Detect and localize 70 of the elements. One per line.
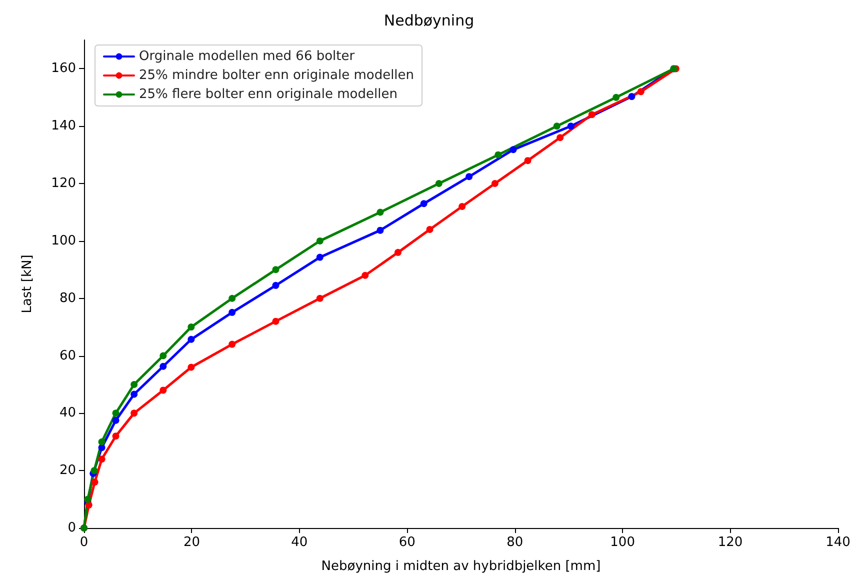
point bbox=[188, 364, 195, 371]
y-tick-label: 100 bbox=[51, 233, 76, 248]
y-tick-label: 140 bbox=[51, 118, 76, 134]
point bbox=[420, 200, 428, 208]
y-axis-title: Last [kN] bbox=[20, 254, 35, 314]
point bbox=[84, 496, 92, 503]
x-tick-label: 100 bbox=[610, 535, 635, 550]
point bbox=[112, 432, 120, 440]
point bbox=[556, 134, 564, 142]
y-tick-label: 40 bbox=[59, 406, 76, 421]
point bbox=[160, 352, 167, 360]
point bbox=[130, 380, 138, 388]
point bbox=[112, 410, 120, 417]
point bbox=[612, 94, 620, 101]
point bbox=[376, 208, 384, 216]
y-tick-label: 120 bbox=[51, 176, 76, 192]
x-tick-label: 20 bbox=[183, 535, 200, 550]
x-tick-label: 80 bbox=[506, 535, 524, 550]
point bbox=[160, 386, 167, 394]
point bbox=[98, 438, 106, 446]
y-tick-label: 60 bbox=[59, 348, 76, 364]
point bbox=[188, 336, 195, 343]
point bbox=[588, 111, 596, 118]
point bbox=[510, 146, 517, 154]
point bbox=[272, 282, 280, 289]
point bbox=[90, 467, 98, 474]
y-tick-label: 20 bbox=[59, 463, 76, 478]
y-tick-label: 0 bbox=[68, 520, 76, 536]
point bbox=[394, 248, 402, 256]
point bbox=[466, 173, 473, 180]
point bbox=[435, 180, 442, 188]
point bbox=[426, 226, 434, 233]
point bbox=[553, 122, 560, 130]
point bbox=[130, 390, 138, 398]
x-tick-label: 120 bbox=[718, 535, 743, 550]
point bbox=[98, 456, 106, 463]
legend-label: 25% mindre bolter enn originale modellen bbox=[139, 68, 414, 83]
point bbox=[376, 226, 384, 234]
x-tick-label: 60 bbox=[398, 535, 416, 550]
point bbox=[567, 122, 574, 130]
point bbox=[628, 93, 636, 100]
point bbox=[228, 340, 236, 348]
point bbox=[272, 318, 280, 325]
legend-label: 25% flere bolter enn originale modellen bbox=[139, 87, 398, 102]
point bbox=[91, 478, 98, 486]
point bbox=[228, 308, 236, 316]
point bbox=[316, 294, 324, 302]
point bbox=[458, 202, 466, 210]
x-tick-label: 140 bbox=[826, 535, 850, 550]
legend-label: Orginale modellen med 66 bolter bbox=[139, 49, 356, 64]
point bbox=[316, 237, 324, 244]
chart-title: Nedbøyning bbox=[384, 12, 474, 30]
point bbox=[316, 254, 324, 261]
x-axis-title: Nebøyning i midten av hybridbjelken [mm] bbox=[321, 559, 601, 574]
point bbox=[494, 151, 502, 158]
point bbox=[524, 157, 532, 164]
point bbox=[160, 362, 167, 370]
x-tick-label: 0 bbox=[80, 535, 88, 550]
point bbox=[637, 88, 644, 96]
point bbox=[85, 502, 92, 509]
point bbox=[362, 272, 369, 279]
point bbox=[112, 416, 120, 424]
point bbox=[272, 266, 280, 274]
point bbox=[130, 410, 138, 417]
y-tick-label: 160 bbox=[51, 61, 76, 76]
y-tick-label: 80 bbox=[59, 290, 76, 306]
point bbox=[491, 180, 498, 188]
point bbox=[228, 294, 236, 302]
x-tick-label: 40 bbox=[291, 535, 308, 550]
point bbox=[188, 324, 195, 331]
